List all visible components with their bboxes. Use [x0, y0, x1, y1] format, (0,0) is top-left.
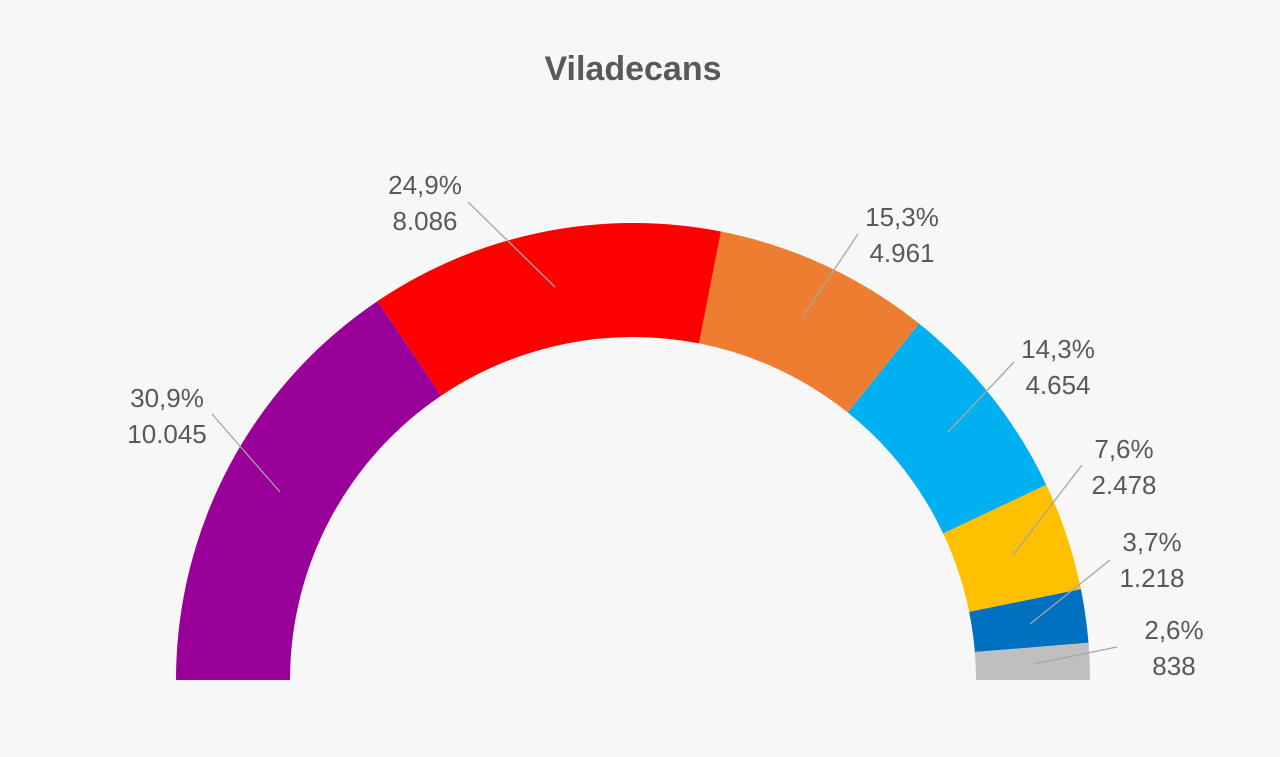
donut-slice	[943, 484, 1081, 612]
slice-percent-label: 15,3%	[865, 202, 939, 232]
donut-slice	[974, 642, 1090, 680]
donut-slice	[969, 589, 1089, 653]
leader-line	[467, 201, 556, 288]
donut-slice	[377, 223, 721, 396]
slice-votes-label: 1.218	[1119, 563, 1184, 593]
slice-votes-label: 10.045	[127, 419, 207, 449]
donut-slice	[699, 231, 920, 413]
leader-line	[1012, 464, 1083, 556]
leader-line	[211, 413, 281, 493]
slice-percent-label: 30,9%	[130, 383, 204, 413]
donut-slice	[847, 323, 1047, 534]
slice-percent-label: 2,6%	[1144, 615, 1203, 645]
slice-votes-label: 838	[1152, 651, 1195, 681]
leader-line	[1029, 559, 1111, 625]
leader-line	[947, 361, 1015, 433]
chart-title: Viladecans	[544, 50, 722, 88]
donut-slice	[176, 301, 442, 680]
slice-votes-label: 4.654	[1025, 370, 1090, 400]
slice-votes-label: 4.961	[869, 238, 934, 268]
slice-votes-label: 8.086	[392, 206, 457, 236]
slice-percent-label: 3,7%	[1122, 527, 1181, 557]
slice-percent-label: 24,9%	[388, 170, 462, 200]
slice-percent-label: 14,3%	[1021, 334, 1095, 364]
leader-line	[801, 233, 859, 319]
slice-percent-label: 7,6%	[1094, 434, 1153, 464]
slice-votes-label: 2.478	[1091, 470, 1156, 500]
leader-line	[1033, 646, 1118, 665]
